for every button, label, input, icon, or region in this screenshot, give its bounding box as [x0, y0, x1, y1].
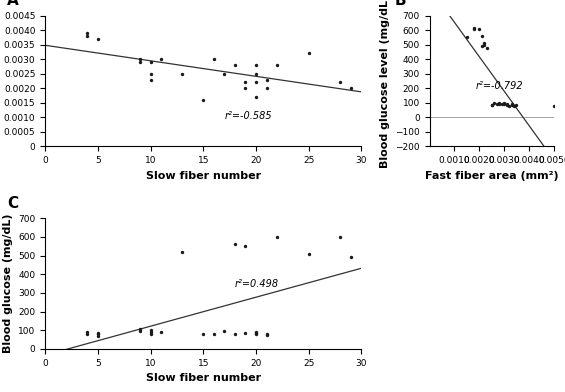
Point: [487, 102, 496, 108]
Point: [251, 79, 260, 85]
Point: [178, 249, 187, 255]
Point: [336, 79, 345, 85]
Point: [499, 100, 508, 106]
Point: [83, 33, 92, 39]
Point: [490, 100, 499, 106]
Point: [502, 102, 511, 108]
Point: [510, 103, 519, 109]
Point: [272, 62, 281, 68]
Point: [480, 42, 489, 48]
Point: [251, 329, 260, 335]
Point: [462, 34, 471, 40]
Point: [272, 234, 281, 240]
Text: r²=0.498: r²=0.498: [235, 279, 279, 289]
Point: [304, 50, 313, 56]
X-axis label: Slow fiber number: Slow fiber number: [146, 373, 261, 383]
Point: [136, 326, 145, 332]
Text: r²=-0.792: r²=-0.792: [476, 81, 523, 91]
Point: [210, 331, 219, 337]
Point: [477, 33, 486, 39]
Point: [93, 333, 102, 339]
Point: [241, 243, 250, 249]
Point: [146, 76, 155, 83]
Point: [346, 254, 355, 261]
Point: [480, 40, 489, 46]
Point: [231, 331, 240, 337]
Point: [507, 101, 516, 107]
Y-axis label: Blood glucose level (mg/dL): Blood glucose level (mg/dL): [380, 0, 390, 167]
Point: [241, 330, 250, 336]
Point: [251, 62, 260, 68]
X-axis label: Fast fiber area (mm²): Fast fiber area (mm²): [425, 171, 558, 181]
Point: [83, 30, 92, 36]
Point: [199, 331, 208, 337]
Point: [157, 56, 166, 62]
Point: [146, 59, 155, 65]
Point: [549, 103, 558, 109]
Point: [475, 26, 484, 33]
Point: [346, 85, 355, 91]
Point: [93, 330, 102, 336]
Point: [262, 331, 271, 337]
Point: [262, 332, 271, 338]
Point: [210, 56, 219, 62]
Text: C: C: [7, 196, 19, 211]
Point: [251, 71, 260, 77]
Point: [93, 36, 102, 42]
Point: [507, 102, 516, 108]
Text: B: B: [395, 0, 407, 8]
Point: [251, 94, 260, 100]
Point: [336, 234, 345, 240]
Point: [157, 329, 166, 335]
Point: [497, 100, 506, 107]
Y-axis label: Blood glucose (mg/dL): Blood glucose (mg/dL): [3, 214, 12, 353]
Text: r²=-0.585: r²=-0.585: [224, 111, 272, 121]
Point: [136, 59, 145, 65]
Point: [146, 329, 155, 335]
Point: [220, 71, 229, 77]
Point: [220, 328, 229, 334]
Point: [251, 331, 260, 337]
Point: [304, 250, 313, 257]
Point: [199, 97, 208, 103]
Point: [470, 25, 479, 31]
Point: [262, 85, 271, 91]
Point: [231, 241, 240, 247]
Point: [482, 45, 491, 51]
Point: [146, 327, 155, 333]
Point: [83, 331, 92, 337]
Point: [477, 43, 486, 49]
Point: [492, 100, 501, 107]
Point: [487, 102, 496, 108]
Point: [494, 100, 503, 106]
Point: [502, 101, 511, 107]
Point: [241, 85, 250, 91]
Point: [494, 101, 503, 107]
Point: [470, 26, 479, 33]
Point: [499, 100, 508, 107]
Point: [136, 328, 145, 334]
Point: [93, 331, 102, 337]
Point: [241, 79, 250, 85]
Point: [231, 62, 240, 68]
Text: A: A: [7, 0, 19, 8]
Point: [146, 71, 155, 77]
Point: [262, 76, 271, 83]
Point: [83, 329, 92, 335]
Point: [178, 71, 187, 77]
Point: [146, 331, 155, 337]
Point: [251, 330, 260, 336]
Point: [505, 103, 514, 109]
Point: [512, 102, 521, 108]
X-axis label: Slow fiber number: Slow fiber number: [146, 171, 261, 181]
Point: [136, 56, 145, 62]
